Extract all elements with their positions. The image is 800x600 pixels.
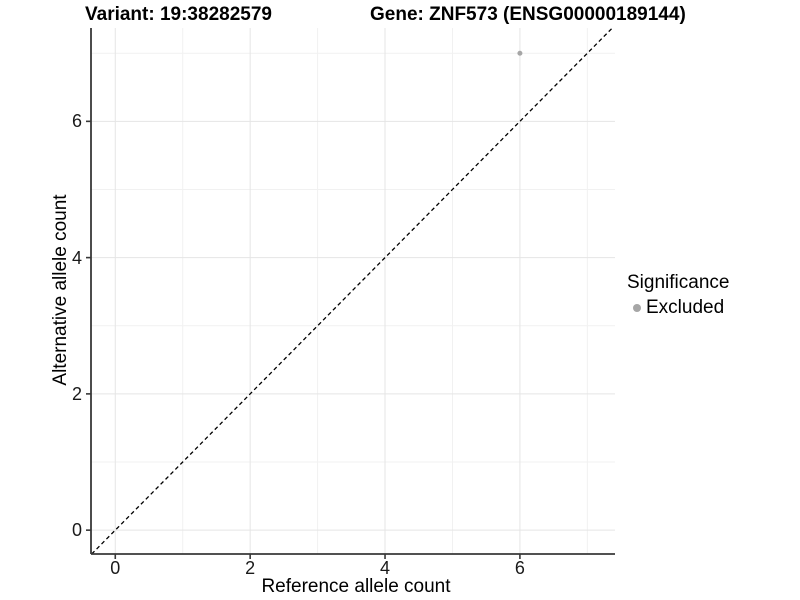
- y-tick-label: 4: [71, 247, 82, 268]
- y-tick-label: 0: [71, 520, 82, 541]
- y-tick-label: 2: [71, 383, 82, 404]
- legend: Significance Excluded: [627, 271, 729, 319]
- data-point[interactable]: [517, 50, 523, 56]
- x-tick-label: 6: [514, 558, 525, 578]
- y-tick-label: 6: [71, 111, 82, 132]
- legend-entries: Excluded: [627, 297, 729, 319]
- x-axis-title: Reference allele count: [261, 576, 451, 597]
- x-tick-label: 4: [380, 558, 391, 578]
- x-tick-label: 2: [245, 558, 256, 578]
- legend-dot-icon: [633, 304, 641, 312]
- legend-entry-label: Excluded: [646, 297, 725, 318]
- legend-entry[interactable]: Excluded: [633, 297, 729, 319]
- plot-title-gene: Gene: ZNF573 (ENSG00000189144): [370, 4, 686, 25]
- y-axis-title: Alternative allele count: [50, 194, 71, 386]
- plot-title-variant: Variant: 19:38282579: [85, 4, 272, 25]
- identity-dashed-line: [91, 27, 613, 555]
- x-tick-label: 0: [110, 558, 121, 578]
- legend-title: Significance: [627, 272, 730, 293]
